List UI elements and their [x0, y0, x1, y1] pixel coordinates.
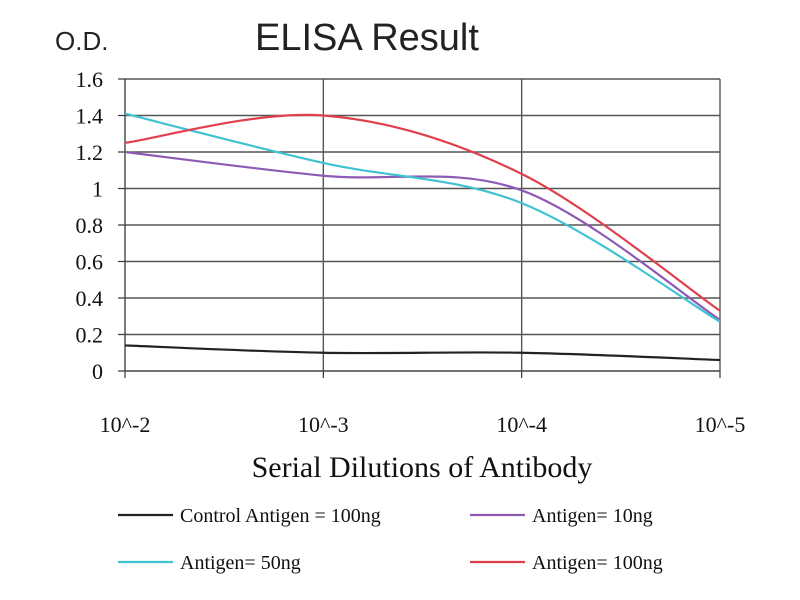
series-lines [124, 112, 721, 362]
y-tick-label: 0.4 [76, 286, 104, 311]
x-tick-label: 10^-4 [496, 412, 547, 437]
x-tick-label: 10^-2 [100, 412, 151, 437]
axes [118, 78, 721, 378]
y-tick-label: 1 [92, 177, 103, 202]
x-tick-label: 10^-3 [298, 412, 349, 437]
y-tick-label: 0 [92, 359, 103, 384]
legend-label-2: Antigen= 50ng [180, 552, 301, 574]
legend-label-3: Antigen= 100ng [532, 552, 663, 574]
x-tick-labels: 10^-2 10^-3 10^-4 10^-5 [100, 412, 746, 437]
x-axis-label: Serial Dilutions of Antibody [252, 451, 593, 484]
series-line-2 [124, 112, 721, 323]
y-tick-label: 0.2 [76, 323, 104, 348]
chart-title: ELISA Result [255, 17, 479, 59]
series-line-1 [124, 150, 721, 321]
y-tick-label: 1.2 [76, 140, 104, 165]
legend-label-1: Antigen= 10ng [532, 505, 653, 527]
gridlines [125, 78, 721, 371]
series-line-3 [124, 113, 721, 312]
legend-label-0: Control Antigen = 100ng [180, 505, 381, 527]
series-line-0 [124, 344, 721, 362]
y-tick-label: 0.8 [76, 213, 104, 238]
y-tick-label: 1.6 [76, 67, 104, 92]
y-tick-label: 1.4 [76, 104, 104, 129]
y-tick-label: 0.6 [76, 250, 104, 275]
y-axis-label: O.D. [55, 26, 108, 56]
x-tick-label: 10^-5 [695, 412, 746, 437]
y-tick-labels: 0 0.2 0.4 0.6 0.8 1 1.2 1.4 1.6 [76, 67, 104, 384]
legend: Control Antigen = 100ng Antigen= 10ng Anti… [118, 505, 663, 574]
